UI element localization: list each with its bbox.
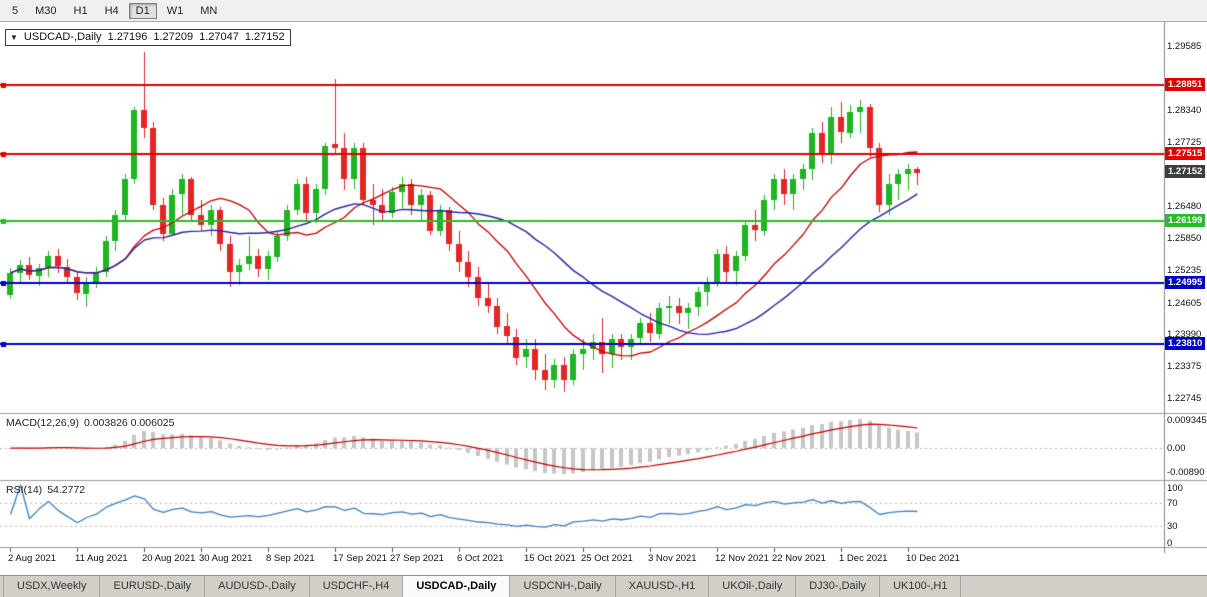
tab-ukoil-daily[interactable]: UKOil-,Daily: [709, 576, 797, 597]
tab-eurusd-daily[interactable]: EURUSD-,Daily: [100, 576, 206, 597]
tab-usdcad-daily[interactable]: USDCAD-,Daily: [403, 576, 511, 597]
rsi-axis-label: 100: [1167, 483, 1183, 494]
chart-canvas[interactable]: [0, 22, 1207, 575]
bar-low: 1.27047: [199, 31, 239, 43]
timeframe-button-h1[interactable]: H1: [73, 4, 88, 17]
chart-title-box: ▼ USDCAD-,Daily 1.27196 1.27209 1.27047 …: [5, 29, 291, 46]
tab-xauusd-h1[interactable]: XAUUSD-,H1: [616, 576, 710, 597]
timeframe-button-h4[interactable]: H4: [104, 4, 119, 17]
bar-high: 1.27209: [153, 31, 194, 43]
timeframe-button-d1[interactable]: D1: [128, 2, 157, 19]
level-price-tag-128851: 1.28851: [1165, 77, 1205, 91]
price-axis-label: 1.29585: [1167, 40, 1202, 52]
rsi-name: RSI(14): [6, 484, 43, 496]
chart-tabs: USDX,Weekly EURUSD-,Daily AUDUSD-,Daily USD…: [0, 575, 1207, 597]
tab-usdcnh-daily[interactable]: USDCNH-,Daily: [510, 576, 616, 597]
level-price-tag-126199: 1.26199: [1165, 214, 1205, 228]
level-price-tag-124995: 1.24995: [1165, 276, 1205, 290]
macd-values: 0.003826 0.006025: [83, 417, 175, 429]
macd-name: MACD(12,26,9): [6, 417, 79, 429]
price-axis-label: 1.26480: [1167, 200, 1202, 212]
price-axis-label: 1.25235: [1167, 265, 1202, 277]
tab-uk100-h1[interactable]: UK100-,H1: [880, 576, 962, 597]
price-axis-label: 1.27725: [1167, 136, 1202, 148]
rsi-value: 54.2772: [47, 484, 86, 496]
macd-axis-label: 0.00: [1167, 443, 1186, 455]
timeframe-button-5[interactable]: 5: [12, 4, 19, 17]
tab-usdx-weekly[interactable]: USDX,Weekly: [3, 576, 101, 597]
current-price-tag-127152: 1.27152: [1165, 165, 1205, 179]
timeframe-button-w1[interactable]: W1: [166, 4, 184, 17]
rsi-label: RSI(14) 54.2772: [6, 484, 85, 496]
macd-axis-label: -0.00890: [1167, 467, 1205, 478]
price-axis-label: 1.23990: [1167, 329, 1202, 341]
price-axis[interactable]: 1.29585 1.28340 1.27725 1.26480 1.25850 1.252…: [1164, 22, 1207, 575]
timeframe-button-mn[interactable]: MN: [200, 4, 218, 17]
rsi-axis-label: 0: [1167, 538, 1173, 549]
level-price-tag-127515: 1.27515: [1165, 146, 1205, 160]
macd-axis-label: 0.009345: [1167, 415, 1207, 426]
price-axis-label: 1.24605: [1167, 297, 1202, 309]
price-axis-label: 1.28340: [1167, 105, 1202, 117]
price-axis-label: 1.23375: [1167, 360, 1202, 372]
rsi-axis-label: 70: [1167, 497, 1178, 509]
tab-usdchf-h4[interactable]: USDCHF-,H4: [310, 576, 404, 597]
price-axis-label: 1.25850: [1167, 233, 1202, 245]
bar-close: 1.27152: [244, 31, 285, 43]
level-price-tag-123810: 1.23810: [1165, 337, 1205, 351]
price-axis-label: 1.22745: [1167, 393, 1202, 405]
chart-region: ▼ USDCAD-,Daily 1.27196 1.27209 1.27047 …: [0, 22, 1207, 575]
tab-dj30-daily[interactable]: DJ30-,Daily: [796, 576, 881, 597]
timeframe-button-m30[interactable]: M30: [35, 4, 57, 17]
chart-symbol-period: USDCAD-,Daily: [23, 31, 102, 43]
tab-audusd-daily[interactable]: AUDUSD-,Daily: [205, 576, 310, 597]
bar-open: 1.27196: [107, 31, 148, 43]
timeframe-toolbar: 5 M30 H1 H4 D1 W1 MN: [0, 0, 1207, 22]
rsi-axis-label: 30: [1167, 521, 1178, 533]
macd-label: MACD(12,26,9) 0.003826 0.006025: [6, 417, 174, 429]
collapse-ohlc-icon[interactable]: ▼: [10, 32, 18, 42]
